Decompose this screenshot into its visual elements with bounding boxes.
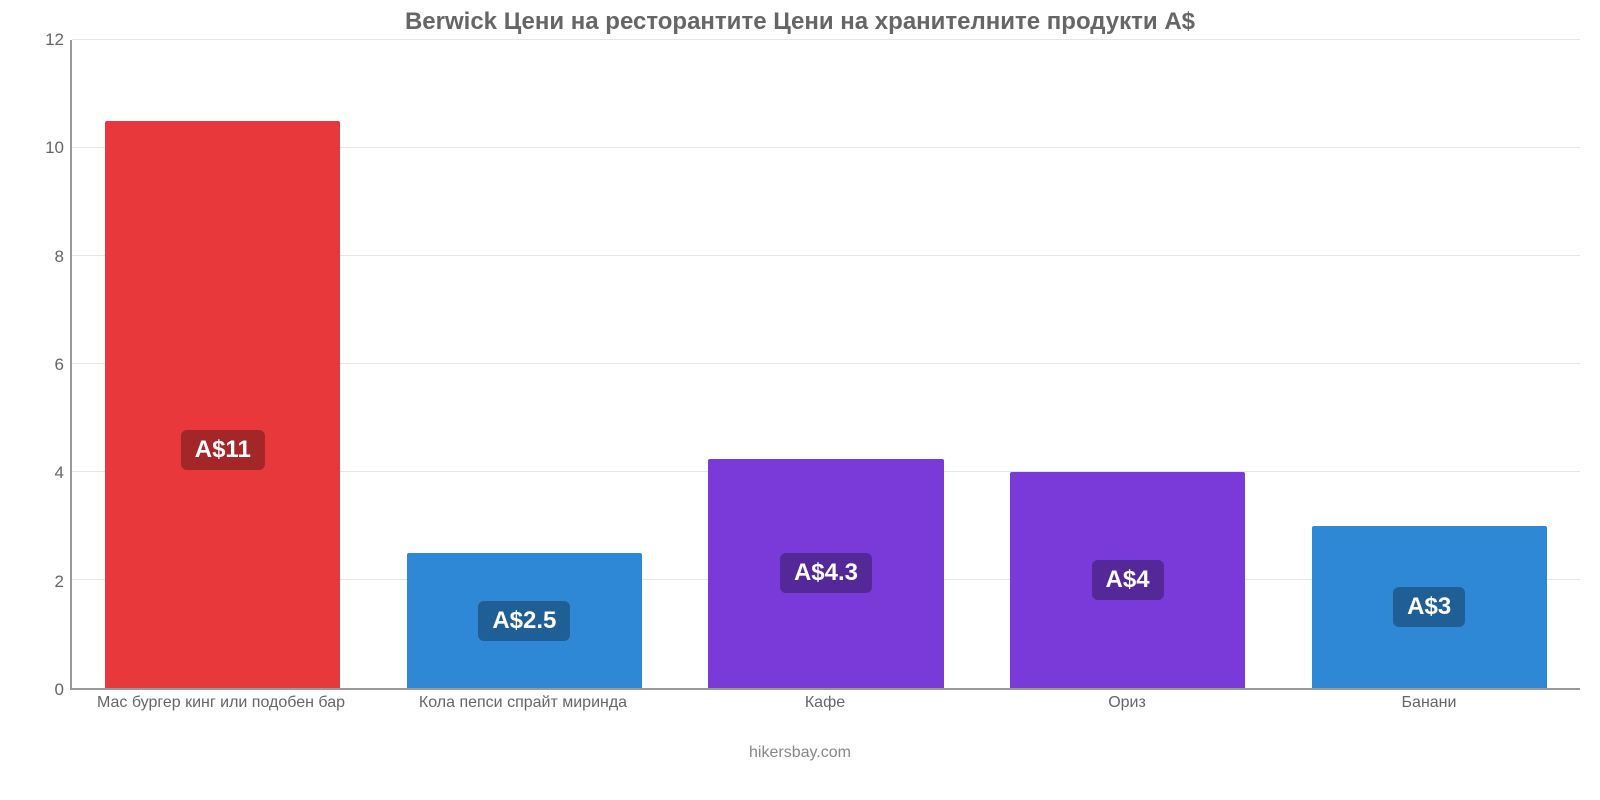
bar-cola: A$2.5 xyxy=(407,553,642,688)
chart-title: Berwick Цени на ресторантите Цени на хра… xyxy=(405,8,1195,36)
chart-footer: hikersbay.com xyxy=(749,744,851,762)
y-tick-10: 10 xyxy=(24,138,64,158)
bar-mac-burger: A$11 xyxy=(105,121,340,688)
bar-slot: A$4.3 xyxy=(675,40,977,688)
bar-slot: A$2.5 xyxy=(374,40,676,688)
x-label: Банани xyxy=(1278,694,1580,712)
x-axis-labels: Мас бургер кинг или подобен бар Кола пеп… xyxy=(70,694,1580,712)
bar-bananas: A$3 xyxy=(1312,526,1547,688)
bar-value-label: A$4.3 xyxy=(780,553,872,593)
x-label: Кола пепси спрайт миринда xyxy=(372,694,674,712)
x-label: Ориз xyxy=(976,694,1278,712)
bar-rice: A$4 xyxy=(1010,472,1245,688)
y-tick-8: 8 xyxy=(24,247,64,267)
y-tick-0: 0 xyxy=(24,680,64,700)
bar-slot: A$11 xyxy=(72,40,374,688)
y-tick-2: 2 xyxy=(24,572,64,592)
chart-container: 0 2 4 6 8 10 12 A$11 A$2.5 A$4.3 xyxy=(20,40,1580,740)
x-label: Мас бургер кинг или подобен бар xyxy=(70,694,372,712)
bars-group: A$11 A$2.5 A$4.3 A$4 A$3 xyxy=(72,40,1580,688)
y-tick-6: 6 xyxy=(24,355,64,375)
bar-value-label: A$4 xyxy=(1092,560,1164,600)
bar-value-label: A$2.5 xyxy=(478,601,570,641)
bar-slot: A$3 xyxy=(1278,40,1580,688)
bar-value-label: A$3 xyxy=(1393,587,1465,627)
bar-slot: A$4 xyxy=(977,40,1279,688)
y-tick-4: 4 xyxy=(24,463,64,483)
bar-coffee: A$4.3 xyxy=(708,459,943,689)
bar-value-label: A$11 xyxy=(181,430,265,470)
y-tick-12: 12 xyxy=(24,30,64,50)
x-label: Кафе xyxy=(674,694,976,712)
plot-area: A$11 A$2.5 A$4.3 A$4 A$3 xyxy=(70,40,1580,690)
